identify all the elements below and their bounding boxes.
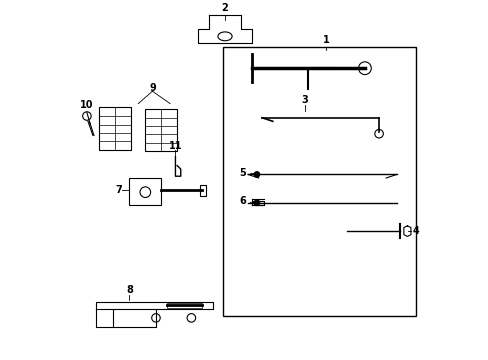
Text: 9: 9 [149,83,156,93]
Bar [251,201,264,204]
Circle shape [254,172,259,177]
Text: 7: 7 [115,185,122,195]
Text: 8: 8 [126,284,133,294]
Text: 10: 10 [80,100,94,111]
Text: 3: 3 [301,95,307,105]
Text: 5: 5 [239,168,246,178]
Circle shape [254,200,259,206]
Bar [99,107,131,150]
Text: 2: 2 [221,3,228,13]
Text: 1: 1 [322,35,328,45]
Text: 11: 11 [168,141,182,151]
Text: 4: 4 [412,226,419,236]
Bar [145,109,177,152]
Bar [200,185,205,196]
Text: 6: 6 [239,196,246,206]
Bar [166,303,202,308]
Bar [129,178,161,204]
Bar [223,47,415,316]
